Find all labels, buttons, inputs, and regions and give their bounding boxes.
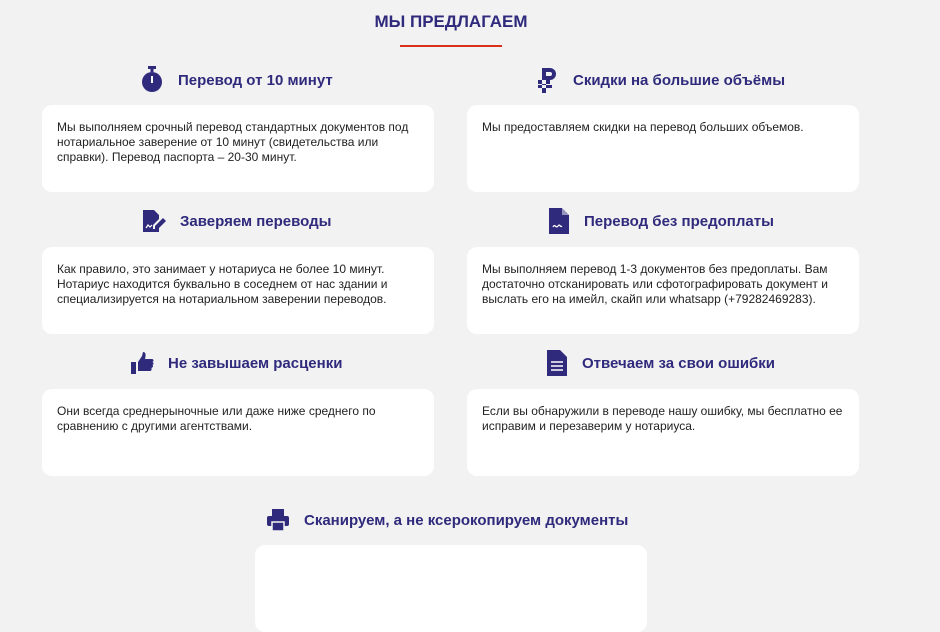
feature-text: Если вы обнаружили в переводе нашу ошибк…	[482, 404, 843, 433]
feature-card: Мы выполняем срочный перевод стандартных…	[42, 105, 434, 192]
feature-card: Мы выполняем перевод 1-3 документов без …	[467, 247, 859, 334]
feature-title: Скидки на большие объёмы	[573, 71, 785, 89]
feature-title: Заверяем переводы	[180, 212, 332, 230]
feature-text: Как правило, это занимает у нотариуса не…	[57, 262, 388, 306]
feature-title: Не завышаем расценки	[168, 354, 343, 372]
feature-card: Мы предоставляем скидки на перевод больш…	[467, 105, 859, 192]
feature-title: Перевод без предоплаты	[584, 212, 774, 230]
section-title: МЫ ПРЕДЛАГАЕМ	[374, 12, 528, 31]
feature-title: Сканируем, а не ксерокопируем документы	[304, 511, 629, 529]
title-underline	[400, 45, 502, 47]
feature-title: Перевод от 10 минут	[178, 71, 333, 89]
contract-document-icon	[549, 208, 569, 234]
feature-card: Если вы обнаружили в переводе нашу ошибк…	[467, 389, 859, 476]
feature-heading-certify: Заверяем переводы	[142, 207, 331, 235]
feature-heading-fast: Перевод от 10 минут	[140, 66, 333, 94]
feature-heading-discounts: Скидки на большие объёмы	[537, 66, 785, 94]
thumbs-up-icon	[131, 352, 154, 374]
feature-text: Мы предоставляем скидки на перевод больш…	[482, 120, 804, 134]
feature-card	[255, 545, 647, 632]
stopwatch-icon	[142, 66, 162, 92]
feature-heading-prices: Не завышаем расценки	[130, 349, 342, 377]
signed-document-icon	[143, 210, 166, 232]
printer-icon	[267, 509, 289, 532]
feature-text: Мы выполняем срочный перевод стандартных…	[57, 120, 409, 164]
feature-heading-no-prepay: Перевод без предоплаты	[548, 207, 774, 235]
feature-card: Как правило, это занимает у нотариуса не…	[42, 247, 434, 334]
ruble-icon	[538, 68, 556, 93]
feature-title: Отвечаем за свои ошибки	[582, 354, 776, 372]
document-lines-icon	[547, 350, 567, 376]
feature-text: Мы выполняем перевод 1-3 документов без …	[482, 262, 828, 306]
feature-text: Они всегда среднерыночные или даже ниже …	[57, 404, 376, 433]
feature-heading-scan: Сканируем, а не ксерокопируем документы	[266, 506, 628, 534]
feature-card: Они всегда среднерыночные или даже ниже …	[42, 389, 434, 476]
feature-heading-mistakes: Отвечаем за свои ошибки	[546, 349, 775, 377]
